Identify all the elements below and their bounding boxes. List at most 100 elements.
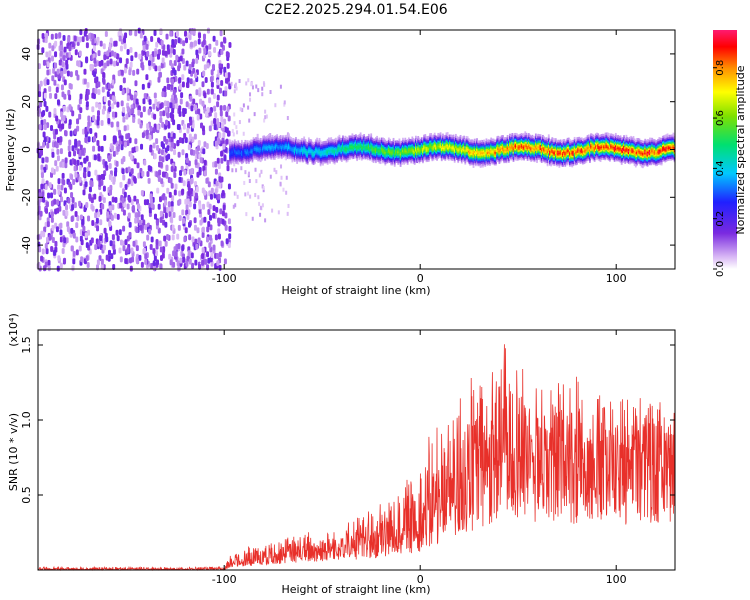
noise-cell: [189, 41, 193, 48]
noise-cell: [145, 74, 149, 81]
noise-cell: [209, 76, 213, 83]
signal-cell: [266, 135, 269, 138]
signal-cell: [293, 142, 296, 146]
signal-cell: [463, 135, 466, 139]
noise-cell: [72, 232, 76, 239]
noise-cell: [166, 145, 170, 152]
noise-cell: [149, 146, 153, 153]
noise-cell: [212, 244, 216, 251]
signal-cell: [286, 138, 289, 141]
noise-cell: [53, 198, 57, 205]
noise-cell: [153, 50, 157, 57]
noise-cell: [152, 103, 156, 110]
noise-cell: [59, 50, 63, 57]
signal-cell: [270, 155, 273, 158]
signal-cell: [257, 139, 260, 142]
signal-cell: [267, 142, 270, 145]
noise-cell: [61, 247, 65, 254]
signal-cell: [238, 156, 241, 159]
noise-cell: [50, 211, 54, 218]
noise-cell: [122, 116, 126, 123]
signal-cell: [284, 140, 287, 143]
noise-cell: [137, 118, 141, 125]
signal-cell: [270, 137, 273, 140]
signal-cell: [255, 150, 257, 153]
signal-cell: [291, 151, 294, 154]
noise-cell: [94, 88, 98, 95]
noise-cell: [195, 49, 199, 56]
noise-cell: [275, 170, 278, 175]
noise-cell: [112, 74, 116, 81]
noise-cell: [155, 238, 159, 245]
noise-cell: [198, 167, 202, 174]
signal-cell: [267, 143, 270, 147]
noise-cell: [217, 228, 221, 235]
signal-cell: [250, 146, 253, 149]
noise-cell: [51, 224, 55, 231]
noise-cell: [110, 253, 114, 260]
noise-cell: [79, 93, 83, 100]
signal-cell: [295, 145, 297, 148]
noise-cell: [192, 98, 196, 105]
noise-cell: [195, 89, 199, 96]
noise-cell: [75, 249, 79, 256]
signal-cell: [283, 147, 286, 151]
noise-cell: [123, 125, 127, 132]
noise-cell: [188, 63, 192, 70]
noise-cell: [214, 188, 218, 195]
signal-cell: [295, 140, 297, 143]
signal-cell: [252, 145, 255, 148]
noise-cell: [143, 159, 147, 166]
noise-cell: [183, 132, 187, 139]
signal-cell: [259, 156, 262, 159]
signal-cell: [267, 135, 270, 138]
noise-cell: [130, 55, 134, 62]
noise-cell: [45, 207, 49, 214]
signal-cell: [251, 158, 254, 161]
signal-cell: [230, 155, 233, 158]
noise-cell: [273, 167, 276, 172]
signal-cell: [249, 150, 251, 154]
signal-cell: [276, 140, 279, 144]
signal-cell: [266, 155, 269, 158]
noise-cell: [102, 244, 106, 251]
noise-cell: [179, 98, 183, 105]
signal-cell: [283, 137, 286, 140]
noise-cell: [202, 33, 206, 40]
signal-cell: [276, 149, 279, 152]
noise-cell: [73, 159, 77, 166]
noise-cell: [65, 52, 69, 59]
signal-cell: [303, 136, 306, 139]
noise-cell: [143, 35, 147, 42]
signal-cell: [265, 152, 268, 156]
signal-cell: [252, 137, 255, 140]
noise-cell: [63, 187, 67, 194]
noise-cell: [134, 51, 138, 58]
noise-cell: [122, 156, 126, 163]
signal-cell: [295, 147, 297, 150]
noise-cell: [165, 172, 169, 179]
noise-cell: [45, 51, 49, 58]
noise-cell: [38, 91, 42, 98]
signal-cell: [286, 136, 289, 139]
noise-cell: [125, 167, 129, 174]
signal-cell: [244, 154, 247, 158]
noise-cell: [154, 65, 158, 72]
signal-cell: [282, 145, 284, 148]
noise-cell: [220, 41, 224, 48]
noise-cell: [116, 213, 120, 220]
signal-cell: [335, 137, 337, 141]
noise-cell: [238, 79, 241, 84]
noise-cell: [82, 189, 86, 196]
noise-cell: [97, 89, 101, 96]
signal-cell: [271, 146, 274, 150]
noise-cell: [88, 186, 92, 193]
signal-cell: [278, 154, 281, 157]
noise-cell: [158, 169, 162, 176]
signal-cell: [278, 151, 281, 154]
noise-cell: [155, 250, 159, 257]
signal-cell: [398, 138, 401, 141]
signal-cell: [275, 136, 277, 140]
signal-cell: [231, 150, 234, 153]
signal-cell: [240, 141, 243, 145]
